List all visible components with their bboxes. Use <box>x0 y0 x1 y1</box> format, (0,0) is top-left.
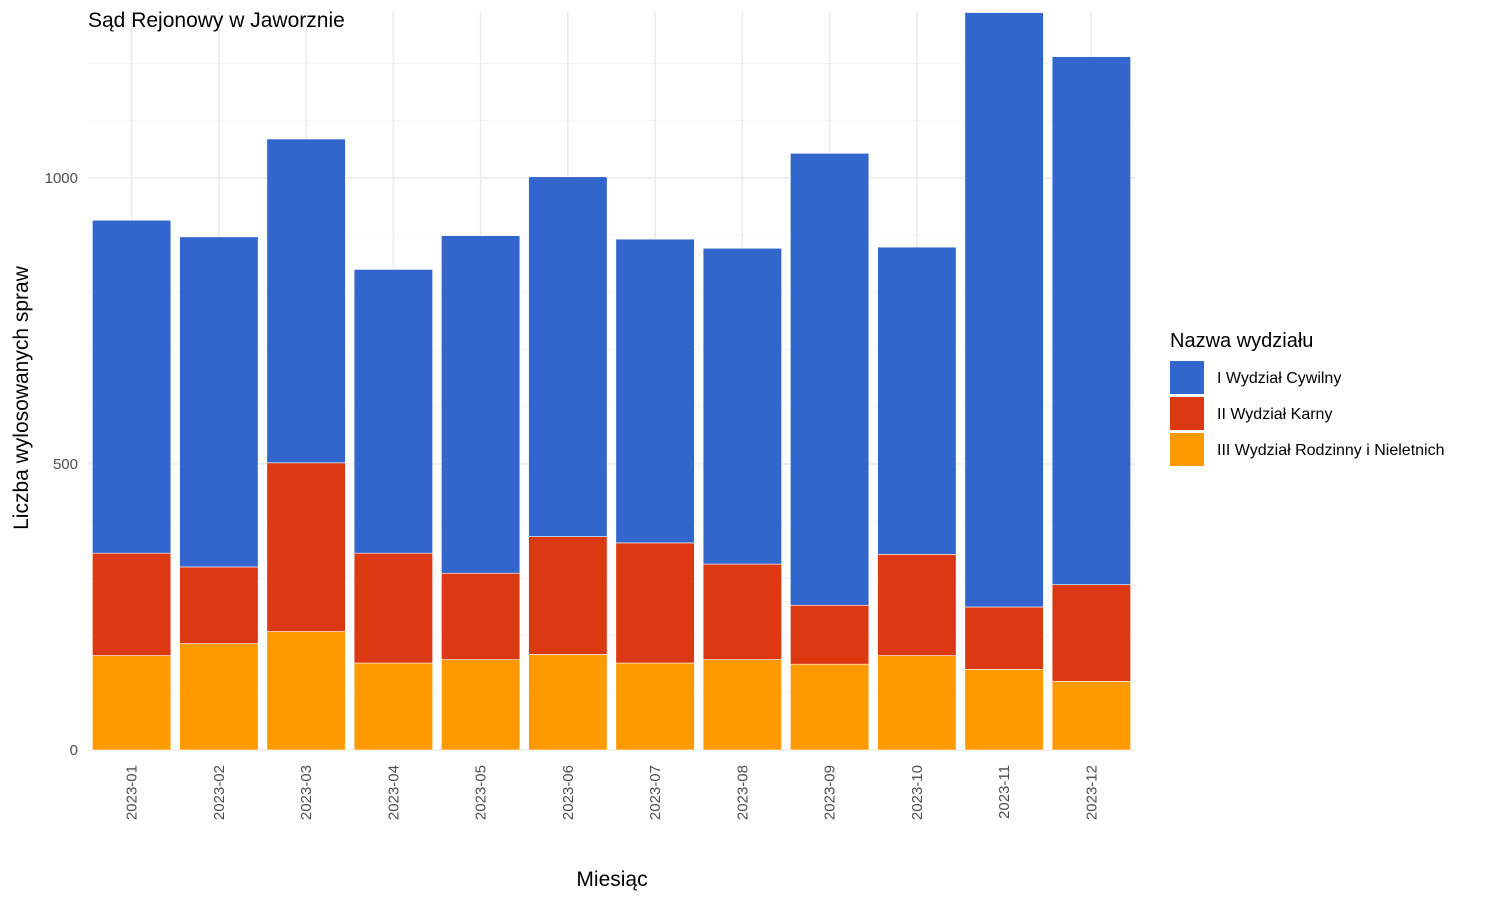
bar-2023-12-series-2 <box>1051 56 1131 585</box>
legend-swatch <box>1170 397 1204 430</box>
bars <box>92 12 1131 751</box>
x-tick-label: 2023-01 <box>124 765 141 820</box>
bar-2023-03-series-0 <box>266 631 346 751</box>
legend-title: Nazwa wydziału <box>1170 330 1313 352</box>
bar-2023-12-series-0 <box>1051 681 1131 751</box>
bar-2023-09-series-1 <box>790 604 870 665</box>
chart-title: Sąd Rejonowy w Jaworznie <box>88 9 345 32</box>
x-tick-label: 2023-09 <box>822 765 839 820</box>
x-tick-label: 2023-12 <box>1083 765 1100 820</box>
bar-2023-05-series-2 <box>441 235 521 574</box>
bar-2023-06-series-0 <box>528 654 608 751</box>
bar-2023-01-series-0 <box>92 655 172 751</box>
x-tick-label: 2023-11 <box>996 765 1013 819</box>
x-tick-label: 2023-04 <box>385 765 402 820</box>
legend-label: III Wydział Rodzinny i Nieletnich <box>1217 442 1445 459</box>
x-tick-label: 2023-05 <box>473 765 490 820</box>
legend-label: I Wydział Cywilny <box>1217 370 1341 387</box>
legend-label: II Wydział Karny <box>1217 406 1332 423</box>
bar-2023-03-series-1 <box>266 462 346 632</box>
legend-swatch <box>1170 361 1204 394</box>
bar-2023-02-series-0 <box>179 643 259 751</box>
y-tick-label: 500 <box>53 456 78 473</box>
x-axis-ticks: 2023-01 2023-02 2023-03 2023-04 2023-05 2023-… <box>124 765 1101 820</box>
bar-2023-04-series-1 <box>353 552 433 664</box>
bar-2023-10-series-1 <box>877 554 957 656</box>
legend-swatch <box>1170 433 1204 466</box>
y-tick-label: 1000 <box>45 170 78 187</box>
y-axis-ticks: 0 500 1000 <box>45 170 78 759</box>
bar-2023-07-series-1 <box>615 542 695 664</box>
bar-2023-10-series-0 <box>877 655 957 751</box>
bar-2023-11-series-2 <box>964 12 1044 608</box>
y-tick-label: 0 <box>70 742 78 759</box>
bar-2023-05-series-1 <box>441 572 521 660</box>
x-tick-label: 2023-06 <box>560 765 577 820</box>
x-tick-label: 2023-07 <box>647 765 664 820</box>
bar-2023-01-series-2 <box>92 219 172 554</box>
x-tick-label: 2023-03 <box>298 765 315 820</box>
bar-2023-04-series-2 <box>353 269 433 554</box>
x-tick-label: 2023-02 <box>211 765 228 820</box>
bar-2023-08-series-2 <box>702 247 782 565</box>
bar-2023-12-series-1 <box>1051 584 1131 682</box>
bar-2023-01-series-1 <box>92 552 172 656</box>
x-axis-title: Miesiąc <box>576 868 647 891</box>
y-axis-title: Liczba wylosowanych spraw <box>10 265 33 530</box>
bar-2023-06-series-1 <box>528 536 608 655</box>
bar-2023-07-series-2 <box>615 238 695 544</box>
x-tick-label: 2023-10 <box>909 765 926 820</box>
bar-2023-08-series-1 <box>702 563 782 660</box>
bar-2023-03-series-2 <box>266 138 346 464</box>
bar-2023-08-series-0 <box>702 659 782 751</box>
bar-2023-02-series-2 <box>179 236 259 568</box>
bar-2023-07-series-0 <box>615 662 695 751</box>
bar-2023-05-series-0 <box>441 659 521 751</box>
bar-2023-11-series-0 <box>964 669 1044 751</box>
bar-2023-04-series-0 <box>353 662 433 751</box>
legend: Nazwa wydziału I Wydział Cywilny II Wydzi… <box>1170 330 1445 466</box>
bar-2023-09-series-0 <box>790 663 870 751</box>
bar-2023-09-series-2 <box>790 153 870 606</box>
bar-2023-02-series-1 <box>179 566 259 644</box>
bar-2023-10-series-2 <box>877 246 957 555</box>
bar-2023-11-series-1 <box>964 606 1044 670</box>
bar-2023-06-series-2 <box>528 176 608 537</box>
x-tick-label: 2023-08 <box>734 765 751 820</box>
